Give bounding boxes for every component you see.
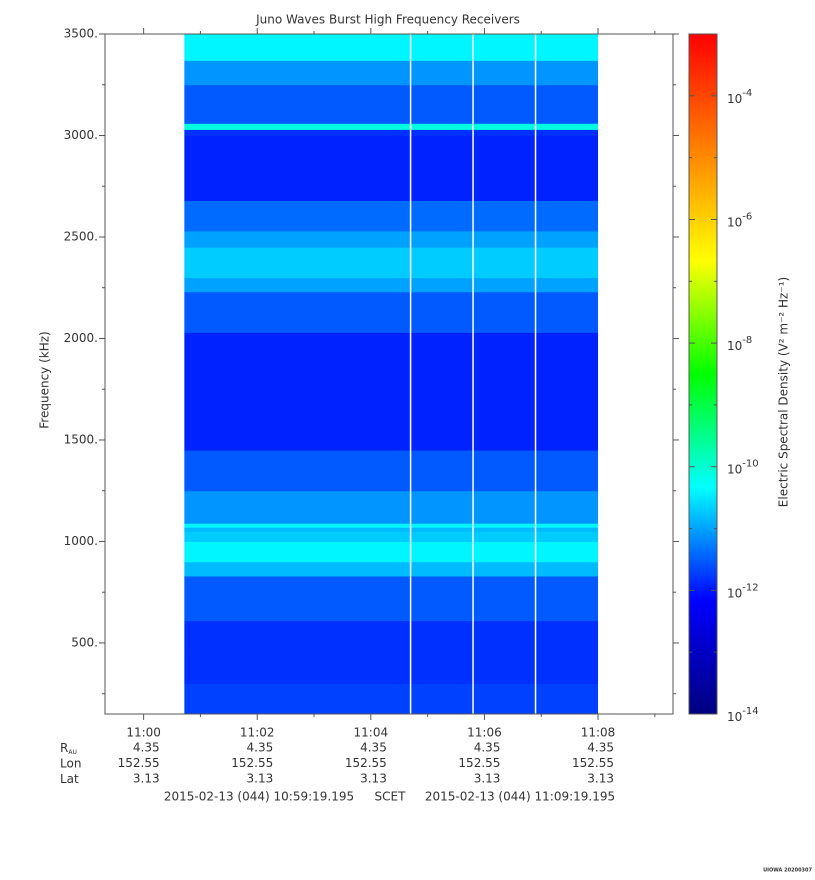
y-tick-label: 2500. <box>64 229 98 243</box>
y-tick-label: 1500. <box>64 432 98 446</box>
ephemeris-value: 152.55 <box>572 756 614 770</box>
spectrogram-cell <box>184 450 599 492</box>
plot-frame <box>104 33 674 715</box>
spectrogram-cell <box>184 135 599 201</box>
colorbar-tick-label: 10-14 <box>727 706 759 724</box>
footer-start: 2015-02-13 (044) 10:59:19.195 <box>164 790 354 804</box>
ephemeris-value: 4.35 <box>587 741 614 755</box>
ephemeris-label-sub: AU <box>68 749 77 756</box>
x-tick-label: 11:06 <box>467 726 502 740</box>
spectrogram-cell <box>184 123 599 130</box>
spectrogram-cell <box>184 84 599 124</box>
spectrogram-cell <box>184 34 599 61</box>
spectrogram-cell <box>184 332 599 451</box>
colorbar <box>688 33 718 715</box>
spectrogram-cell <box>184 683 599 715</box>
ephemeris-label-main: R <box>60 741 68 755</box>
footer-end: 2015-02-13 (044) 11:09:19.195 <box>425 790 615 804</box>
colorbar-tick-exponent: -6 <box>742 211 752 222</box>
spectrogram-cell <box>184 60 599 86</box>
ephemeris-value: 152.55 <box>345 756 387 770</box>
spectrogram-cell <box>184 200 599 232</box>
ephemeris-value: 4.35 <box>133 741 160 755</box>
colorbar-tick-label: 10-6 <box>727 211 752 229</box>
x-tick-label: 11:04 <box>354 726 389 740</box>
colorbar-tick-label: 10-12 <box>727 582 759 600</box>
colorbar-tick-exponent: -14 <box>742 706 758 717</box>
colorbar-tick-label: 10-8 <box>727 335 752 353</box>
y-tick-label: 3500. <box>64 27 98 41</box>
ephemeris-value: 152.55 <box>118 756 160 770</box>
spectrogram-cell <box>184 490 599 524</box>
colorbar-tick-base: 10 <box>727 586 742 600</box>
y-axis-label: Frequency (kHz) <box>38 331 52 428</box>
spectrogram-cell <box>184 541 599 563</box>
ephemeris-label: RAU <box>60 741 77 756</box>
ephemeris-value: 3.13 <box>587 772 614 786</box>
spectrogram-cell <box>184 561 599 577</box>
x-tick-label: 11:02 <box>240 726 275 740</box>
spectrogram-cell <box>184 291 599 333</box>
spectrogram-cell <box>184 575 599 622</box>
colorbar-tick-base: 10 <box>727 462 742 476</box>
y-tick-label: 500. <box>71 635 98 649</box>
spectrogram-cell <box>184 247 599 279</box>
ephemeris-label-main: Lon <box>60 756 81 770</box>
colorbar-tick-base: 10 <box>727 710 742 724</box>
spectrogram-cell <box>184 523 599 528</box>
y-tick-label: 1000. <box>64 534 98 548</box>
ephemeris-value: 152.55 <box>458 756 500 770</box>
colorbar-tick-exponent: -8 <box>742 335 752 346</box>
ephemeris-value: 4.35 <box>360 741 387 755</box>
spectrogram-cell <box>184 230 599 248</box>
spectrogram-cell <box>184 277 599 293</box>
ephemeris-value: 3.13 <box>133 772 160 786</box>
spectrogram-cell <box>184 653 599 685</box>
ephemeris-label: Lon <box>60 756 81 770</box>
ephemeris-value: 3.13 <box>247 772 274 786</box>
ephemeris-value: 152.55 <box>231 756 273 770</box>
chart-title: Juno Waves Burst High Frequency Receiver… <box>255 13 520 27</box>
footer-center: SCET <box>375 790 407 804</box>
colorbar-tick-label: 10-10 <box>727 459 759 477</box>
colorbar-tick-exponent: -10 <box>742 459 758 470</box>
ephemeris-value: 3.13 <box>360 772 387 786</box>
colorbar-tick-exponent: -12 <box>742 582 758 593</box>
spectrogram-cell <box>184 620 599 654</box>
colorbar-tick-label: 10-4 <box>727 88 752 106</box>
x-tick-label: 11:08 <box>581 726 616 740</box>
y-tick-label: 3000. <box>64 128 98 142</box>
colorbar-tick-base: 10 <box>727 215 742 229</box>
corner-note: UIOWA 20200307 <box>763 868 812 874</box>
colorbar-tick-exponent: -4 <box>742 88 752 99</box>
ephemeris-value: 4.35 <box>474 741 501 755</box>
spectrogram-cell <box>184 129 599 136</box>
ephemeris-value: 3.13 <box>474 772 501 786</box>
ephemeris-label-main: Lat <box>60 772 79 786</box>
colorbar-tick-base: 10 <box>727 339 742 353</box>
spectrogram-cell <box>184 527 599 532</box>
colorbar-label: Electric Spectral Density (V² m⁻² Hz⁻¹) <box>777 277 791 507</box>
spectrogram-cell <box>184 531 599 542</box>
ephemeris-label: Lat <box>60 772 79 786</box>
x-tick-label: 11:00 <box>126 726 161 740</box>
y-tick-label: 2000. <box>64 331 98 345</box>
colorbar-tick-base: 10 <box>727 91 742 105</box>
ephemeris-value: 4.35 <box>247 741 274 755</box>
